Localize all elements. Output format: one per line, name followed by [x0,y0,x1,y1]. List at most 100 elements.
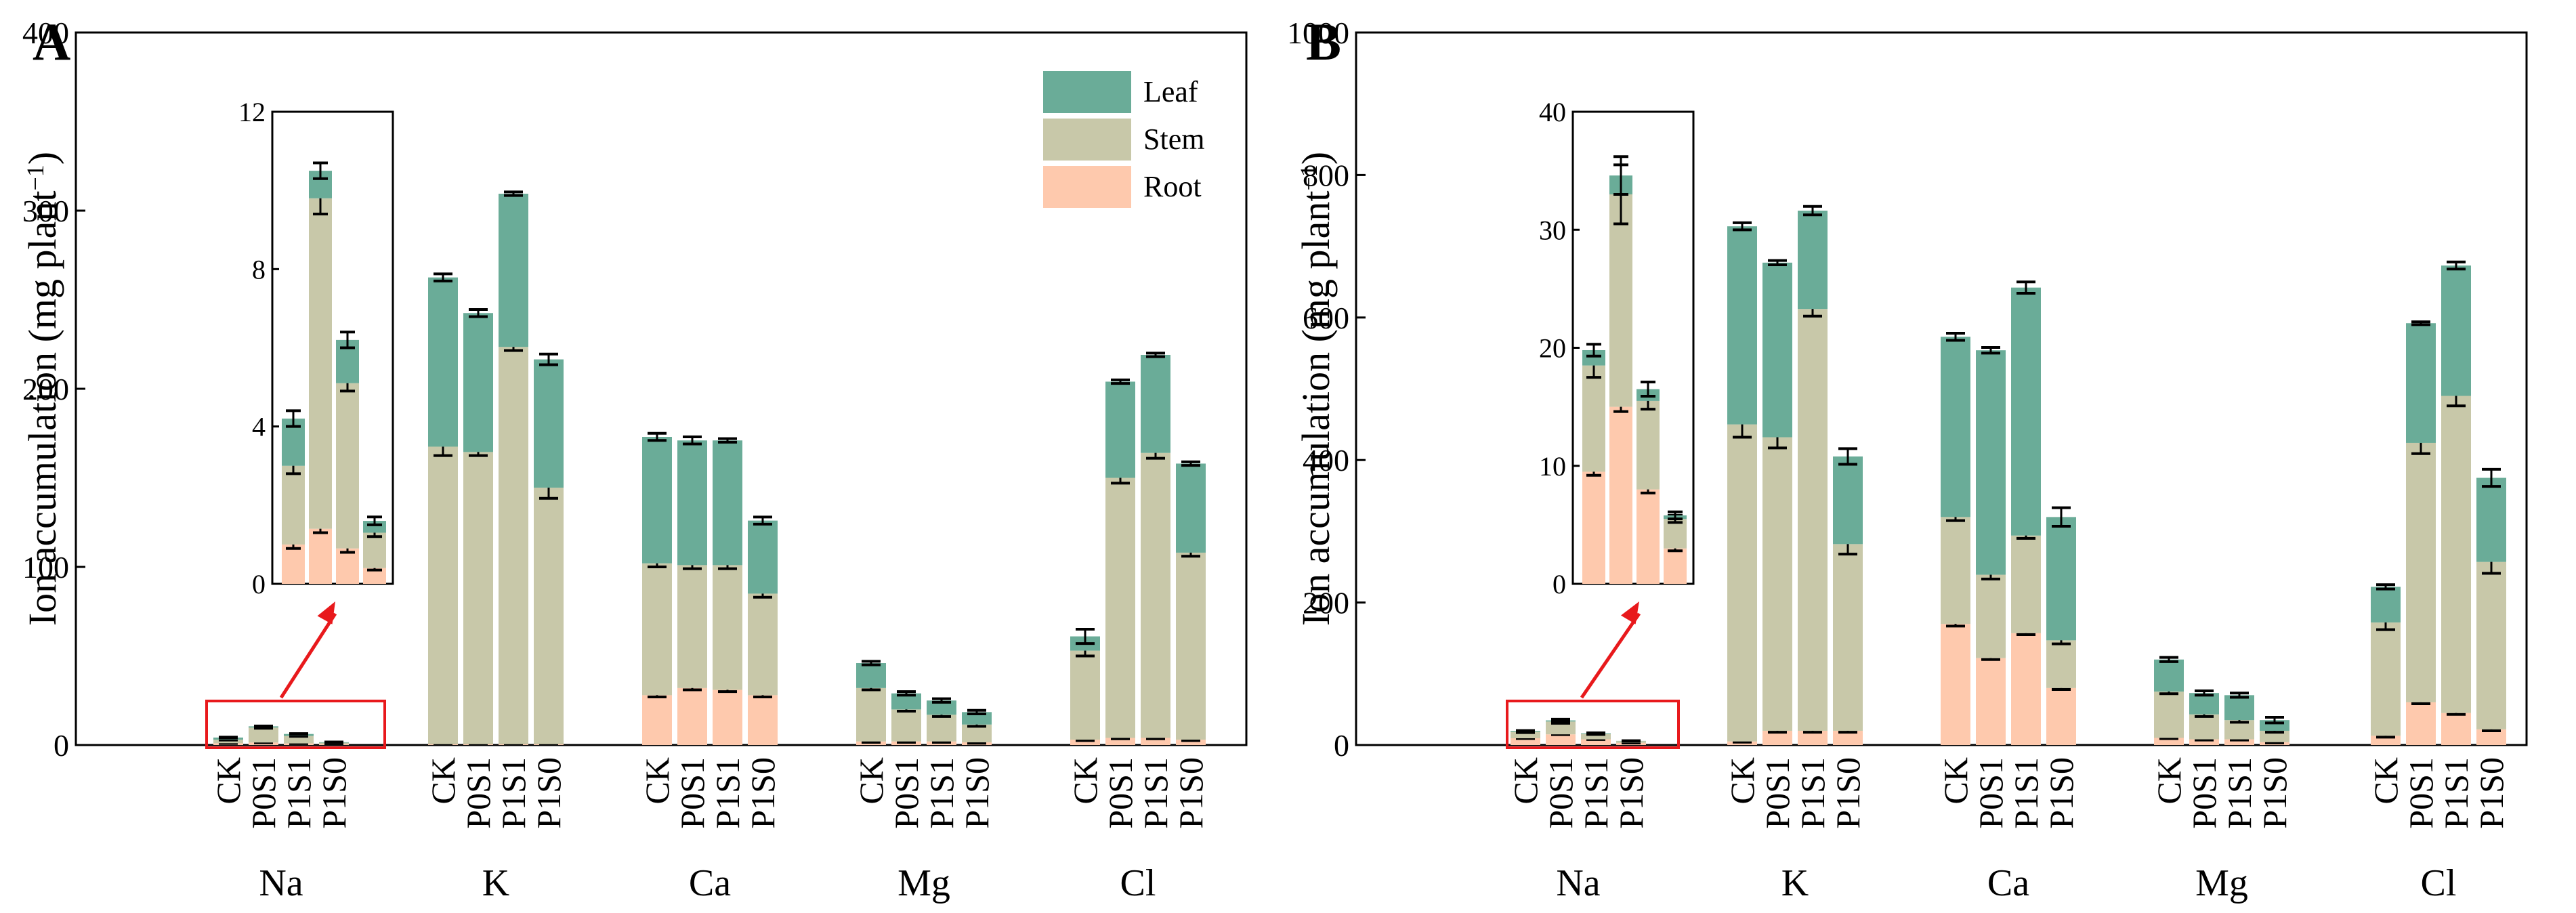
panel-a-bar-mg-p1s1-leaf [927,700,956,715]
panel-b-bar-mg-p0s1-root [2189,739,2219,745]
panel-b-bar-ca-p0s1-leaf [1976,350,2006,575]
panel-a-xtick-label-p0s1: P0S1 [459,757,497,829]
panel-b-xtick-label-p0s1: P0S1 [1972,757,2010,829]
panel-b-bar-mg-p1s1-leaf [2224,695,2254,721]
panel-b-bar-ca-p1s1-root [2011,633,2041,745]
panel-a-bar-mg-p0s1-stem [891,709,921,742]
panel-a-bar-ca-p1s1-root [713,689,742,745]
legend-swatch-stem [1043,119,1131,161]
panel-b-xtick-label-p0s1: P0S1 [1758,757,1796,829]
panel-a-xtick-label-p1s0: P1S0 [1172,757,1210,829]
panel-a-bar-mg-ck-stem [856,687,886,742]
panel-b-bar-mg-p0s1-stem [2189,714,2219,740]
panel-b-bar-k-p1s0-leaf [1833,456,1863,545]
panel-b-bar-cl-p0s1-stem [2406,442,2436,702]
panel-b-xtick-label-ck: CK [2367,757,2405,804]
panel-a-ytick-label: 100 [22,550,69,585]
panel-b-bar-ca-p1s0-leaf [2046,517,2076,641]
panel-a-bar-cl-p0s1-root [1105,738,1135,745]
panel-a-bar-k-p1s0-stem [534,487,564,744]
panel-b-ion-label-na: Na [1556,862,1600,904]
panel-a-xtick-label-ck: CK [1066,757,1104,804]
panel-a-inset-bar-ck-root [282,544,305,584]
panel-b-xtick-label-p0s1: P0S1 [2402,757,2440,829]
panel-a-bar-k-p0s1-leaf [463,313,493,452]
panel-b-inset-bar-p1s1-stem [1637,400,1660,490]
panel-a-inset-ytick-label: 4 [252,412,266,442]
panel-a-bar-ca-p1s0-root [748,695,778,745]
panel-a-bar-k-ck-leaf [428,277,458,447]
panel-a-inset-ytick-label: 12 [238,97,266,127]
panel-b-inset-bar-ck-root [1582,471,1605,584]
panel-a-xtick-label-p1s1: P1S1 [709,757,746,829]
panel-b-xtick-label-p1s1: P1S1 [2437,757,2475,829]
panel-b-bar-mg-p1s1-root [2224,739,2254,745]
panel-b-bar-ca-ck-stem [1941,517,1970,624]
panel-b-bar-na-p1s1-stem [1581,734,1611,740]
panel-a-ion-label-na: Na [259,862,303,904]
panel-b-zoom-arrow-head [1620,601,1639,624]
panel-b-bar-k-p1s0-root [1833,730,1863,745]
panel-a-bar-ca-ck-leaf [642,437,672,564]
panel-b-ion-label-ca: Ca [1987,862,2029,904]
panel-b-bar-ca-p0s1-stem [1976,574,2006,658]
panel-b-bar-ca-p0s1-root [1976,658,2006,745]
panel-a-bar-cl-p1s1-leaf [1141,355,1170,453]
panel-a-bar-ca-ck-root [642,695,672,745]
panel-a-xtick-label-ck: CK [852,757,890,804]
panel-b-bar-cl-p0s1-root [2406,702,2436,745]
panel-b-ytick-label: 0 [1334,728,1349,763]
panel-a-bar-k-p0s1-stem [463,452,493,744]
panel-a-xtick-label-p1s1: P1S1 [494,757,532,829]
panel-a-bar-mg-p0s1-leaf [891,693,921,710]
panel-a-xtick-label-p1s0: P1S0 [315,757,353,829]
panel-a-bar-na-p0s1-stem [249,727,278,743]
panel-b-bar-mg-ck-root [2154,738,2184,745]
legend-label-root: Root [1143,170,1202,203]
panel-a-bar-ca-p1s1-leaf [713,440,742,566]
panel-a-bar-ca-p0s1-leaf [677,440,707,566]
panel-a-inset-bar-p0s1-stem [309,198,332,529]
panel-b-xtick-label-p1s0: P1S0 [1612,757,1650,829]
panel-a-inset-ytick-label: 8 [252,254,266,284]
panel-a-inset-bar-p1s1-stem [336,383,359,549]
panel-b-bar-cl-p0s1-leaf [2406,323,2436,443]
panel-a-bar-mg-ck-leaf [856,663,886,688]
panel-b-inset-ytick-label: 20 [1539,333,1566,364]
panel-a-ion-label-ca: Ca [689,862,731,904]
panel-b-xtick-label-p1s1: P1S1 [1577,757,1615,829]
panel-b-bar-ca-p1s0-stem [2046,640,2076,688]
panel-b-ion-label-k: K [1781,862,1809,904]
panel-a-xtick-label-ck: CK [638,757,676,804]
panel-a-bar-cl-ck-stem [1070,650,1100,740]
panel-b-inset-bar-p1s0-stem [1664,519,1687,549]
panel-b-xtick-label-ck: CK [1723,757,1761,804]
panel-b-letter: B [1306,12,1341,71]
legend-swatch-leaf [1043,71,1131,113]
panel-b-bar-mg-p1s0-stem [2260,730,2289,742]
panel-a-zoom-arrow-head [317,601,335,624]
panel-a-zoom-box [205,700,386,749]
legend-swatch-root [1043,166,1131,208]
panel-b-bar-mg-p0s1-leaf [2189,693,2219,715]
panel-b-bar-na-p0s1-stem [1546,721,1576,735]
panel-b-xtick-label-p0s1: P0S1 [2185,757,2223,829]
panel-a-xtick-label-p1s0: P1S0 [530,757,568,829]
panel-b-ytick-label: 1000 [1287,16,1349,50]
panel-b-inset-bar-ck-leaf [1582,349,1605,366]
panel-a-xtick-label-p1s1: P1S1 [1137,757,1175,829]
panel-a-bar-k-ck-stem [428,446,458,744]
panel-a-ylabel: Ion accumulation (mg plant−1) [20,152,64,626]
panel-a-bar-cl-p0s1-leaf [1105,381,1135,478]
panel-b-bar-na-p1s1-root [1581,739,1611,745]
panel-a-inset-bar-p1s0-root [363,568,386,584]
panel-b-xtick-label-p1s0: P1S0 [2042,757,2080,829]
panel-b-bar-cl-p1s0-root [2476,729,2506,745]
panel-b-inset-ytick-label: 0 [1553,569,1566,599]
panel-b-inset-ytick-label: 30 [1539,215,1566,245]
panel-b-inset-ytick-label: 10 [1539,451,1566,482]
panel-a-xtick-label-p1s1: P1S1 [280,757,318,829]
panel-a-zoom-arrow [279,612,337,699]
panel-b-inset-bar-p0s1-root [1609,406,1632,584]
